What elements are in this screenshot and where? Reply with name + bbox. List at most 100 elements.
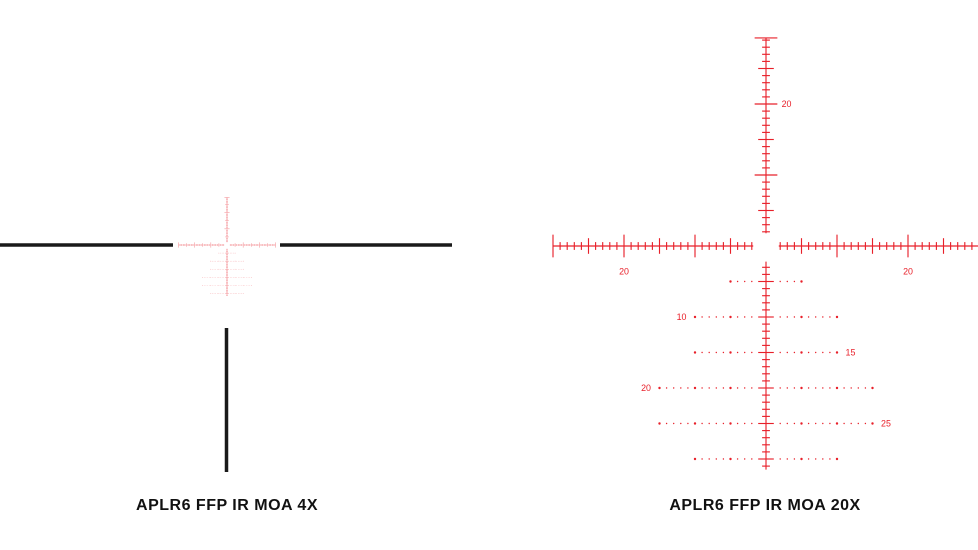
holdover-dot — [218, 293, 220, 294]
holdover-dot — [204, 285, 205, 286]
holdover-dot — [658, 386, 661, 390]
holdover-dot — [751, 316, 753, 318]
holdover-dot — [202, 285, 204, 286]
holdover-dot — [693, 386, 697, 390]
holdover-dot — [751, 422, 753, 425]
holdover-dot — [822, 351, 824, 354]
holdover-dot — [213, 260, 215, 262]
holdover-dot — [212, 269, 213, 270]
holdover-dot — [247, 277, 249, 278]
holdover-dot — [829, 316, 831, 318]
holdover-dot — [210, 277, 212, 278]
holdover-dot — [729, 315, 732, 319]
holdover-dot — [743, 316, 746, 318]
holdover-dot — [221, 285, 223, 286]
holdover-dot — [231, 293, 233, 294]
holdover-dot — [216, 285, 218, 286]
holdover-dot — [215, 260, 216, 262]
holdover-dot — [233, 269, 234, 270]
holdover-dot — [231, 285, 233, 286]
holdover-dot — [223, 260, 225, 262]
holdover-dot — [220, 260, 221, 262]
holdover-dot — [241, 293, 242, 294]
caption-20x: APLR6 FFP IR MOA 20X — [669, 497, 861, 514]
holdover-dot — [233, 293, 234, 294]
holdover-dot — [208, 277, 210, 278]
holdover-dot — [239, 260, 241, 262]
holdover-dot — [793, 387, 796, 389]
holdover-dot — [729, 386, 732, 390]
holdover-dot — [212, 293, 213, 294]
holdover-dot — [800, 351, 803, 354]
holdover-dot — [212, 285, 213, 286]
holdover-dot — [234, 285, 236, 286]
elevation-label: 20 — [782, 99, 792, 109]
holdover-dot — [871, 386, 874, 390]
holdover-dot — [210, 285, 212, 286]
holdover-dot — [793, 280, 796, 283]
holdover-label: 20 — [641, 383, 651, 393]
holdover-dot — [250, 285, 252, 286]
holdover-dot — [223, 277, 225, 278]
holdover-dot — [213, 293, 215, 294]
holdover-dot — [246, 277, 247, 278]
holdover-dot — [807, 458, 810, 460]
holdover-dot — [743, 422, 746, 425]
holdover-dot — [249, 285, 250, 286]
holdover-dot — [814, 351, 817, 354]
holdover-dot — [221, 252, 223, 254]
holdover-dot — [864, 422, 867, 425]
holdover-dot — [779, 458, 781, 460]
holdover-dot — [220, 293, 221, 294]
holdover-dot — [807, 422, 810, 425]
caption-4x: APLR6 FFP IR MOA 4X — [136, 497, 318, 514]
holdover-dot — [231, 252, 233, 254]
holdover-dot — [205, 285, 207, 286]
holdover-dot — [729, 280, 732, 283]
holdover-dot — [722, 387, 725, 389]
holdover-dot — [215, 277, 216, 278]
holdover-dot — [672, 387, 675, 389]
holdover-dot — [218, 268, 220, 270]
holdover-dot — [221, 260, 223, 262]
holdover-dot — [234, 252, 236, 254]
holdover-dot — [835, 386, 839, 390]
holdover-dot — [736, 458, 739, 460]
holdover-dot — [229, 269, 231, 270]
holdover-dot — [800, 315, 803, 319]
holdover-dot — [231, 260, 233, 262]
holdover-dot — [249, 277, 250, 278]
holdover-dot — [835, 422, 839, 425]
holdover-dot — [779, 316, 781, 318]
holdover-dot — [786, 387, 789, 389]
holdover-dot — [693, 457, 697, 461]
holdover-dot — [715, 351, 718, 354]
holdover-dot — [241, 285, 242, 286]
holdover-dot — [210, 268, 212, 270]
holdover-dot — [822, 387, 824, 389]
holdover-dot — [736, 422, 739, 425]
holdover-dot — [212, 260, 213, 262]
holdover-dot — [715, 458, 718, 460]
holdover-dot — [680, 387, 682, 389]
holdover-dot — [218, 277, 220, 278]
holdover-dot — [786, 458, 789, 460]
holdover-dot — [231, 277, 233, 278]
holdover-dot — [779, 422, 781, 425]
holdover-dot — [238, 293, 239, 294]
holdover-dot — [238, 277, 239, 278]
holdover-dot — [244, 285, 246, 286]
holdover-dot — [814, 387, 817, 389]
holdover-dot — [204, 277, 205, 278]
holdover-dot — [242, 285, 244, 286]
holdover-dot — [736, 280, 739, 283]
holdover-dot — [233, 260, 234, 262]
holdover-dot — [708, 316, 710, 318]
holdover-dot — [850, 387, 852, 389]
holdover-dot — [807, 351, 810, 354]
holdover-dot — [779, 280, 781, 283]
holdover-dot — [800, 457, 803, 461]
holdover-dot — [800, 386, 803, 390]
holdover-dot — [202, 277, 204, 278]
holdover-dot — [241, 269, 242, 270]
